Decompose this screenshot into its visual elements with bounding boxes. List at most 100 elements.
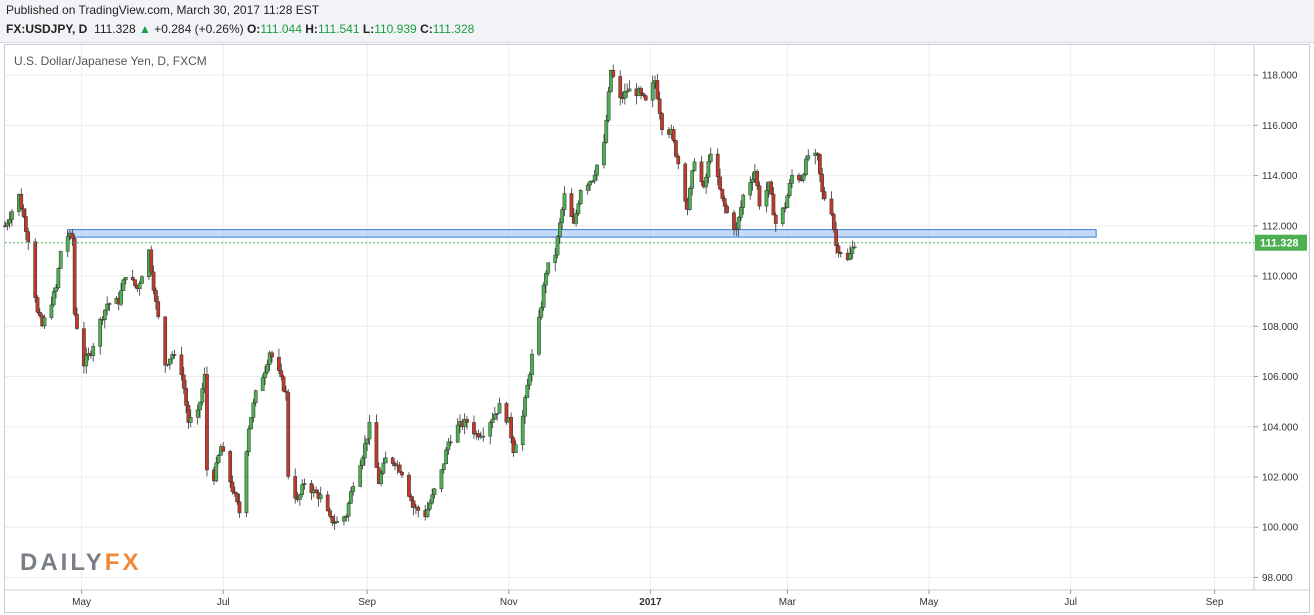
last-price-badge [1255,234,1307,251]
candle-up [790,174,794,184]
candle-down [232,491,237,494]
resistance-zone-box [67,229,1097,238]
candle-up [690,170,695,189]
candle-down [409,496,414,502]
candle-down [221,446,226,452]
candle-down [660,113,664,130]
candle-down [393,463,397,467]
chart-frame [4,44,1310,613]
candle-down [718,176,722,190]
candle-down [732,212,736,230]
candle-up [98,318,103,347]
candle-up [736,217,741,230]
candle-up [848,253,852,260]
candle-down [149,249,154,273]
candle-up [439,469,444,490]
candle-up [785,195,790,208]
price-tick-label: 106.000 [1262,372,1299,383]
price-tick-label: 104.000 [1262,422,1299,433]
candle-down [771,193,776,216]
candle-up [497,403,502,414]
candle-down [836,245,841,254]
candle-down [755,171,760,187]
candle-down [671,129,676,141]
candle-up [263,372,267,378]
candle-up [7,219,12,224]
candle-up [379,473,383,484]
candle-down [611,70,616,77]
price-tick-label: 98.000 [1262,573,1293,584]
candle-down [643,95,648,101]
candle-up [170,354,175,360]
candle-down [655,80,660,100]
candle-up [650,82,655,101]
candle-down [390,457,395,464]
candle-down [293,476,298,499]
candle-up [706,161,711,178]
candle-down [815,152,820,155]
candle-down [569,193,574,217]
low-label: L: [362,22,375,36]
symbol-name[interactable]: FX:USDJPY, D [6,22,88,36]
candle-up [546,262,551,274]
candle-down [797,174,801,181]
candle-down [757,185,762,207]
candle-up [455,424,460,443]
candle-down [720,188,725,199]
time-axis: May Jul Sep Nov 2017 Mar May Jul Sep [72,590,1224,608]
candle-down [448,441,453,444]
candle-up [137,283,142,289]
candle-up [58,251,63,269]
candle-up [525,384,530,398]
candle-up [541,284,546,308]
candle-up [555,236,560,256]
candle-up [606,91,611,121]
candle-up [349,491,353,504]
candle-up [381,462,386,474]
change-up-icon: ▲ [138,22,151,36]
candle-down [163,316,168,366]
candle-up [623,91,627,99]
price-tick-label: 118.000 [1262,71,1298,82]
candle-up [51,291,56,306]
close-value: 111.328 [432,22,475,36]
candle-up [244,451,249,514]
candle-up [488,422,493,437]
candle-down [641,93,646,96]
candle-up [444,449,448,465]
candle-down [286,391,291,477]
candle-down [186,405,191,423]
candle-up [574,213,578,224]
candle-down [325,494,330,512]
candle-down [411,500,416,508]
candle-up [527,374,532,386]
candle-down [676,156,681,165]
candle-up [123,276,128,281]
candle-down [156,301,161,318]
candle-down [228,451,233,483]
candle-up [588,181,592,186]
candle-up [140,276,144,284]
candle-up [105,303,109,311]
time-tick-label: Jul [217,597,230,608]
candle-up [367,422,372,440]
candle-down [683,163,688,202]
candle-up [734,228,739,231]
candle-up [5,222,10,227]
candle-up [741,194,746,208]
candle-up [362,443,367,459]
candle-down [834,229,838,247]
candle-down [472,422,476,435]
high-value: 111.541 [317,22,360,36]
candle-up [383,457,388,464]
candle-down [82,328,86,367]
candle-down [838,252,843,255]
grid-lines [5,45,1254,590]
candle-down [37,311,42,316]
candle-up [346,502,351,517]
candle-up [300,484,305,495]
candle-up [198,401,202,411]
candle-up [576,203,581,214]
candle-up [42,317,47,327]
